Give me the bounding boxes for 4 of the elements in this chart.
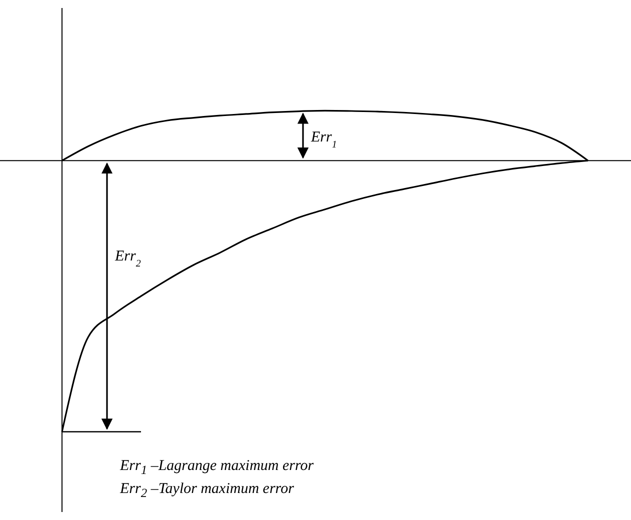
annotation: Err$_{2}$ — [114, 248, 141, 270]
text: Err$_{2}$ –Taylor maximum error — [120, 480, 295, 502]
annotation: Err$_{1}$ — [310, 130, 337, 150]
text: Err$_{1}$ –Lagrange maximum error — [120, 457, 314, 479]
